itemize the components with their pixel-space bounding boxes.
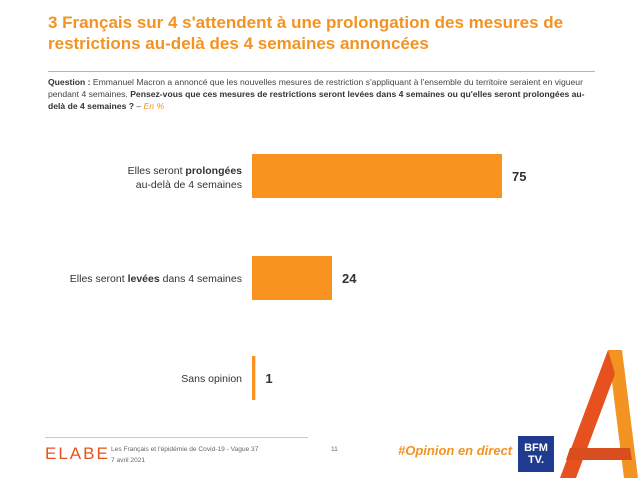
bar-value-label-2: 1: [265, 371, 272, 386]
bar-0: [252, 154, 502, 198]
elabe-logo: ELABE: [45, 444, 110, 463]
bfmtv-logo-line1: BFM: [524, 442, 548, 454]
question-label: Question :: [48, 77, 91, 87]
page-number: 11: [331, 446, 338, 453]
footer-source: Les Français et l'épidémie de Covid-19 -…: [111, 446, 259, 453]
bar-2: [252, 356, 256, 400]
decorative-triangle: [560, 350, 638, 478]
question-intro: Emmanuel Macron a annoncé que les nouvel…: [48, 77, 583, 99]
bar-chart: 75 Elles seront prolongées au-delà de 4 se…: [70, 154, 526, 400]
question-bold: Pensez-vous que ces mesures de restricti…: [48, 89, 585, 111]
footer-date: 7 avril 2021: [111, 457, 146, 464]
bar-value-label-1: 24: [342, 271, 357, 286]
hashtag: #Opinion en direct: [398, 443, 513, 458]
page-title: 3 Français sur 4 s'attendent à une prolo…: [48, 13, 564, 53]
footer-divider: [45, 437, 308, 438]
bfmtv-logo-line2: TV.: [527, 454, 545, 466]
bfmtv-logo: BFM TV.: [518, 436, 554, 472]
category-label-1: Elles seront levées dans 4 semaines: [70, 273, 242, 285]
question-dash: –: [133, 101, 144, 111]
question-text: Question : Emmanuel Macron a annoncé que…: [48, 76, 593, 112]
category-label-0-line2: au-delà de 4 semaines: [136, 179, 242, 191]
bar-1: [252, 256, 332, 300]
bar-value-label-0: 75: [512, 169, 526, 184]
category-label-0: Elles seront prolongées: [128, 165, 243, 177]
title-divider: [48, 71, 595, 72]
category-label-2: Sans opinion: [181, 373, 242, 385]
question-unit: En %: [143, 101, 165, 111]
